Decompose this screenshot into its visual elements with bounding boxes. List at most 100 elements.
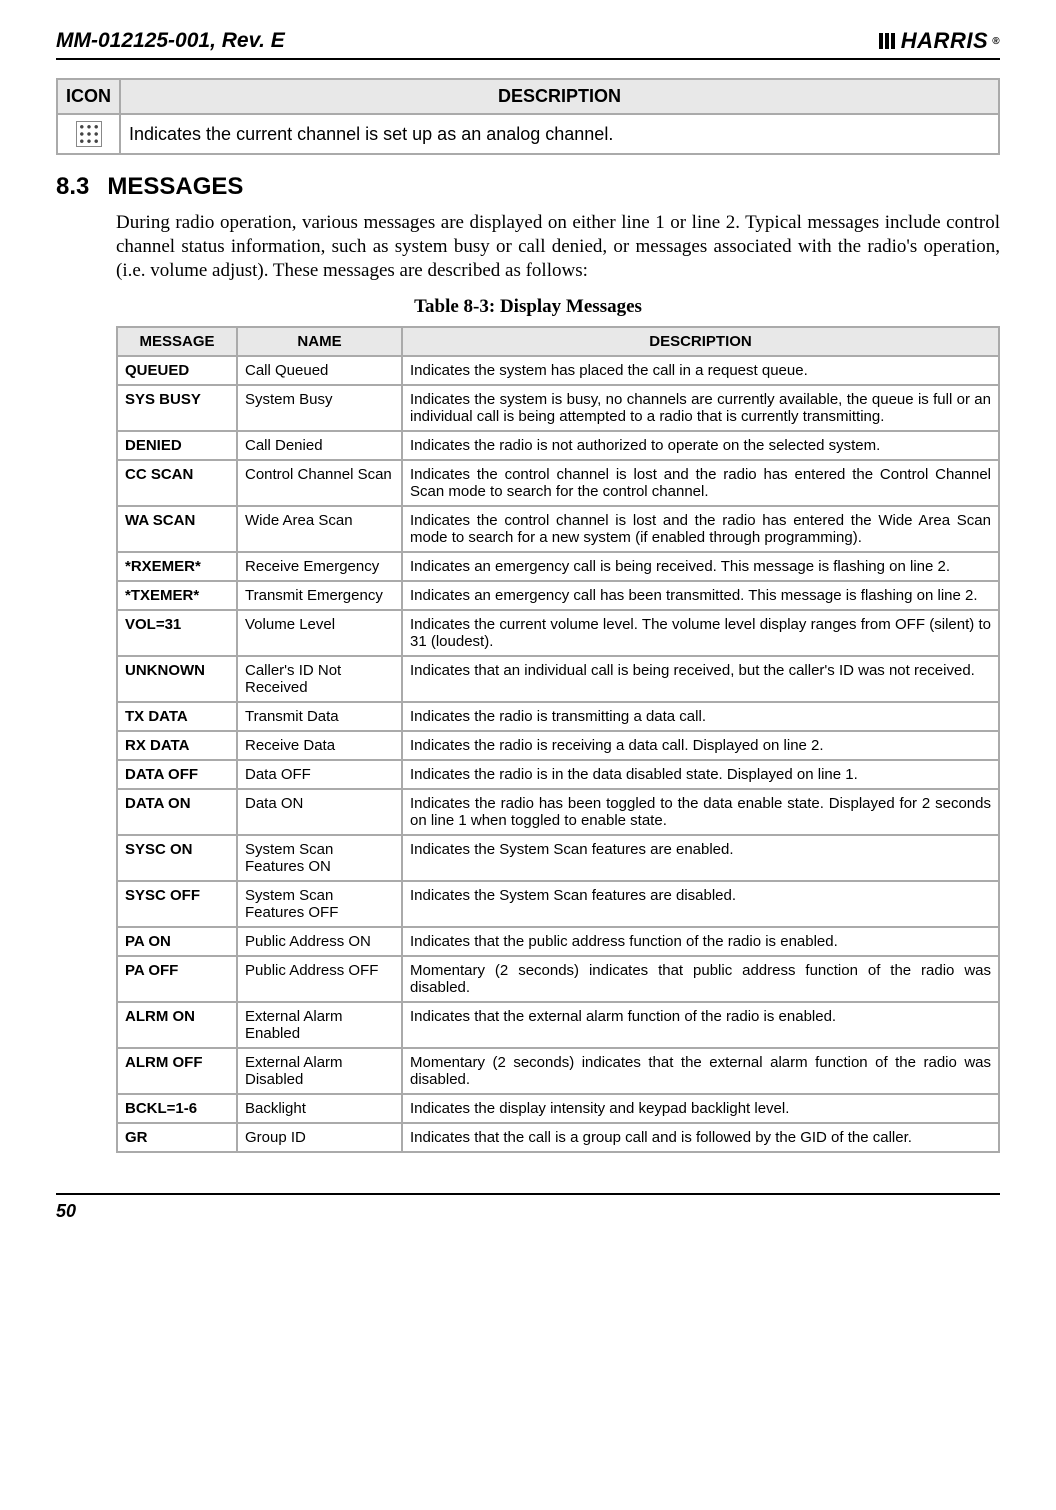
icon-table-row: Indicates the current channel is set up … [57, 114, 999, 154]
section-heading: 8.3 MESSAGES [56, 173, 1000, 201]
message-name: System Scan Features OFF [237, 881, 402, 927]
analog-channel-icon [76, 121, 102, 147]
table-row: CC SCANControl Channel ScanIndicates the… [117, 460, 999, 506]
message-code: ALRM OFF [117, 1048, 237, 1094]
brand-logo: HARRIS ® [877, 28, 1000, 54]
message-code: *TXEMER* [117, 581, 237, 610]
table-row: TX DATATransmit DataIndicates the radio … [117, 702, 999, 731]
message-name: Group ID [237, 1123, 402, 1152]
table-row: UNKNOWNCaller's ID Not ReceivedIndicates… [117, 656, 999, 702]
message-name: Receive Data [237, 731, 402, 760]
table-row: VOL=31Volume LevelIndicates the current … [117, 610, 999, 656]
message-description: Momentary (2 seconds) indicates that pub… [402, 956, 999, 1002]
message-code: DENIED [117, 431, 237, 460]
table-row: BCKL=1-6BacklightIndicates the display i… [117, 1094, 999, 1123]
section-number: 8.3 [56, 173, 89, 201]
message-name: Transmit Emergency [237, 581, 402, 610]
message-description: Indicates the current volume level. The … [402, 610, 999, 656]
message-name: Backlight [237, 1094, 402, 1123]
message-description: Indicates the radio has been toggled to … [402, 789, 999, 835]
message-description: Indicates the System Scan features are e… [402, 835, 999, 881]
message-description: Indicates the radio is not authorized to… [402, 431, 999, 460]
message-description: Indicates that an individual call is bei… [402, 656, 999, 702]
message-description: Indicates the display intensity and keyp… [402, 1094, 999, 1123]
message-description: Indicates the radio is in the data disab… [402, 760, 999, 789]
message-code: UNKNOWN [117, 656, 237, 702]
message-code: DATA OFF [117, 760, 237, 789]
table-row: ALRM OFFExternal Alarm DisabledMomentary… [117, 1048, 999, 1094]
registered-mark: ® [992, 36, 1000, 47]
table-row: WA SCANWide Area ScanIndicates the contr… [117, 506, 999, 552]
message-name: Control Channel Scan [237, 460, 402, 506]
message-description: Indicates the control channel is lost an… [402, 506, 999, 552]
message-name: Call Queued [237, 356, 402, 385]
message-description: Indicates the system is busy, no channel… [402, 385, 999, 431]
table-row: GRGroup IDIndicates that the call is a g… [117, 1123, 999, 1152]
message-description: Momentary (2 seconds) indicates that the… [402, 1048, 999, 1094]
message-name: System Busy [237, 385, 402, 431]
message-description: Indicates the radio is receiving a data … [402, 731, 999, 760]
message-code: PA ON [117, 927, 237, 956]
message-name: Data OFF [237, 760, 402, 789]
table-row: DATA OFFData OFFIndicates the radio is i… [117, 760, 999, 789]
table-row: QUEUEDCall QueuedIndicates the system ha… [117, 356, 999, 385]
message-code: *RXEMER* [117, 552, 237, 581]
message-name: Receive Emergency [237, 552, 402, 581]
message-name: Transmit Data [237, 702, 402, 731]
message-description: Indicates the control channel is lost an… [402, 460, 999, 506]
message-code: TX DATA [117, 702, 237, 731]
message-code: WA SCAN [117, 506, 237, 552]
message-code: VOL=31 [117, 610, 237, 656]
message-description: Indicates that the call is a group call … [402, 1123, 999, 1152]
section-title: MESSAGES [107, 173, 243, 201]
page-header: MM-012125-001, Rev. E HARRIS ® [56, 28, 1000, 60]
message-name: Caller's ID Not Received [237, 656, 402, 702]
table-row: SYSC ONSystem Scan Features ONIndicates … [117, 835, 999, 881]
table-row: *RXEMER*Receive EmergencyIndicates an em… [117, 552, 999, 581]
icon-cell [57, 114, 120, 154]
messages-table: MESSAGE NAME DESCRIPTION QUEUEDCall Queu… [116, 326, 1000, 1153]
message-code: SYS BUSY [117, 385, 237, 431]
message-description: Indicates that the external alarm functi… [402, 1002, 999, 1048]
message-description: Indicates an emergency call is being rec… [402, 552, 999, 581]
message-code: QUEUED [117, 356, 237, 385]
message-name: Data ON [237, 789, 402, 835]
table-row: DATA ONData ONIndicates the radio has be… [117, 789, 999, 835]
message-description: Indicates the system has placed the call… [402, 356, 999, 385]
message-code: GR [117, 1123, 237, 1152]
message-name: Volume Level [237, 610, 402, 656]
table-row: RX DATAReceive DataIndicates the radio i… [117, 731, 999, 760]
message-code: DATA ON [117, 789, 237, 835]
table-caption: Table 8-3: Display Messages [56, 296, 1000, 318]
msg-header-name: NAME [237, 327, 402, 356]
table-row: DENIEDCall DeniedIndicates the radio is … [117, 431, 999, 460]
logo-text: HARRIS [901, 28, 988, 54]
table-row: *TXEMER*Transmit EmergencyIndicates an e… [117, 581, 999, 610]
message-code: CC SCAN [117, 460, 237, 506]
message-name: External Alarm Disabled [237, 1048, 402, 1094]
logo-bars-icon [877, 31, 897, 51]
message-code: SYSC OFF [117, 881, 237, 927]
message-description: Indicates an emergency call has been tra… [402, 581, 999, 610]
table-row: SYS BUSYSystem BusyIndicates the system … [117, 385, 999, 431]
message-name: External Alarm Enabled [237, 1002, 402, 1048]
message-code: RX DATA [117, 731, 237, 760]
icon-description: Indicates the current channel is set up … [120, 114, 999, 154]
message-description: Indicates that the public address functi… [402, 927, 999, 956]
section-paragraph: During radio operation, various messages… [116, 211, 1000, 282]
message-name: Public Address OFF [237, 956, 402, 1002]
icon-table-header-description: DESCRIPTION [120, 79, 999, 114]
icon-table-header-icon: ICON [57, 79, 120, 114]
message-description: Indicates the System Scan features are d… [402, 881, 999, 927]
document-id: MM-012125-001, Rev. E [56, 29, 285, 53]
message-code: PA OFF [117, 956, 237, 1002]
page: MM-012125-001, Rev. E HARRIS ® ICON DESCR… [0, 0, 1056, 1250]
message-name: Wide Area Scan [237, 506, 402, 552]
message-code: BCKL=1-6 [117, 1094, 237, 1123]
table-row: PA OFFPublic Address OFFMomentary (2 sec… [117, 956, 999, 1002]
message-name: System Scan Features ON [237, 835, 402, 881]
table-row: PA ONPublic Address ONIndicates that the… [117, 927, 999, 956]
page-number: 50 [56, 1193, 1000, 1222]
icon-table: ICON DESCRIPTION Indicates the current c… [56, 78, 1000, 155]
msg-header-description: DESCRIPTION [402, 327, 999, 356]
